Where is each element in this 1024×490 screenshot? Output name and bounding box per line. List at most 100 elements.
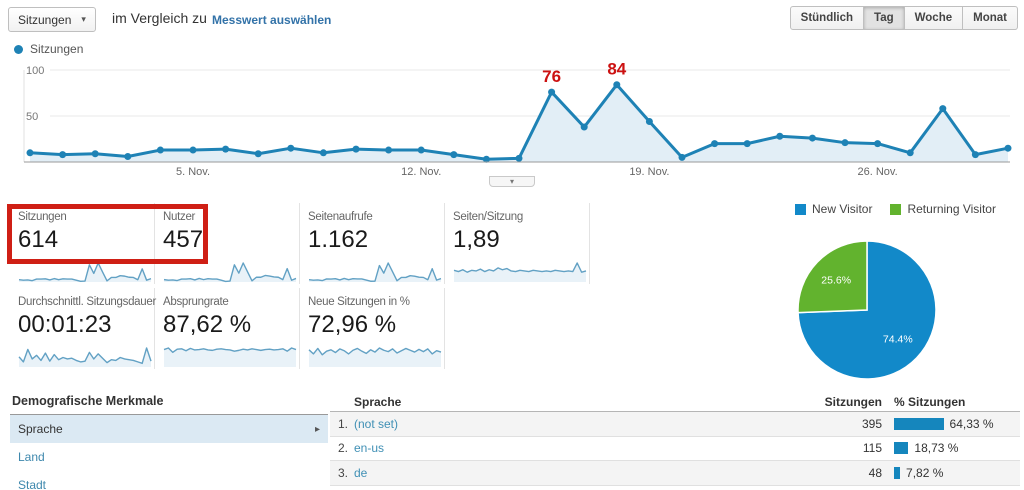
column-header-pct-sitzungen[interactable]: % Sitzungen xyxy=(894,394,966,409)
row-rank: 3. xyxy=(337,465,348,480)
percent-value: 18,73 % xyxy=(914,441,959,456)
svg-text:25.6%: 25.6% xyxy=(821,274,851,286)
svg-text:84: 84 xyxy=(607,60,626,79)
sparkline-chart xyxy=(453,262,587,282)
language-table: Sprache Sitzungen % Sitzungen 1. (not set… xyxy=(330,392,1020,486)
sidebar-items: Sprache ▸ Land Stadt xyxy=(10,415,328,490)
scorecard-sitzungen: Sitzungen 614 xyxy=(10,203,155,284)
legend-swatch-icon xyxy=(890,203,902,215)
row-rank: 1. xyxy=(337,416,348,431)
dimension-sidebar: Demografische Merkmale Sprache ▸ Land Stadt xyxy=(10,390,328,490)
legend-label: Returning Visitor xyxy=(907,202,996,216)
sessions-value: 115 xyxy=(862,441,882,456)
scorecard-neue-sitzungen-in-: Neue Sitzungen in % 72,96 % xyxy=(300,288,445,369)
scorecard-value: 72,96 % xyxy=(308,311,397,338)
sparkline-chart xyxy=(163,262,297,283)
scorecard-value: 87,62 % xyxy=(163,311,252,338)
chevron-down-icon: ▾ xyxy=(509,177,514,186)
compare-label: im Vergleich zu xyxy=(112,10,207,26)
legend-swatch-icon xyxy=(795,203,806,215)
svg-text:76: 76 xyxy=(542,67,561,86)
scorecard-value: 457 xyxy=(163,226,204,253)
time-button-monat[interactable]: Monat xyxy=(962,6,1018,30)
chart-legend-label: Sitzungen xyxy=(30,42,84,56)
sparkline-chart xyxy=(308,262,442,282)
row-rank: 2. xyxy=(337,441,348,456)
scorecard-label: Sitzungen xyxy=(18,211,67,223)
chevron-right-icon: ▸ xyxy=(314,423,320,435)
sparkline-chart xyxy=(163,347,297,367)
percent-cell: 64,33 % xyxy=(894,417,1020,431)
time-granularity-control: Stündlich Tag Woche Monat xyxy=(789,6,1018,30)
scorecard-row-1: Sitzungen 614 Nutzer 457 Seitenaufrufe 1.162 S… xyxy=(10,203,590,284)
chart-legend: Sitzungen xyxy=(14,42,83,56)
sessions-timeline-chart: 50 100 5. Nov. 12. Nov. 19. Nov. 26. Nov. 76 84 xyxy=(23,60,1012,178)
svg-text:19. Nov.: 19. Nov. xyxy=(629,166,669,178)
scorecard-nutzer: Nutzer 457 xyxy=(155,203,300,284)
scorecard-row-2: Durchschnittl. Sitzungsdauer 00:01:23 Absp… xyxy=(10,288,445,369)
column-header-sitzungen[interactable]: Sitzungen xyxy=(824,394,882,409)
scorecard-value: 00:01:23 xyxy=(18,311,112,338)
scorecard-label: Seitenaufrufe xyxy=(308,211,373,223)
time-button-woche[interactable]: Woche xyxy=(903,6,964,30)
sparkline-chart xyxy=(308,347,442,367)
select-metric-link[interactable]: Messwert auswählen xyxy=(212,13,332,27)
svg-text:50: 50 xyxy=(26,111,38,123)
table-row: 1. (not set) 395 64,33 % xyxy=(330,412,1020,437)
svg-text:74.4%: 74.4% xyxy=(883,334,913,346)
sidebar-item-sprache[interactable]: Sprache ▸ xyxy=(10,415,328,443)
language-link[interactable]: en-us xyxy=(354,441,385,456)
percent-bar xyxy=(894,442,909,455)
chart-collapse-handle[interactable]: ▾ xyxy=(489,176,535,187)
scorecard-seiten-sitzung: Seiten/Sitzung 1,89 xyxy=(445,203,590,284)
percent-value: 7,82 % xyxy=(906,465,944,480)
scorecard-label: Absprungrate xyxy=(163,296,229,308)
sidebar-item-land[interactable]: Land xyxy=(10,443,328,471)
scorecard-absprungrate: Absprungrate 87,62 % xyxy=(155,288,300,369)
scorecard-seitenaufrufe: Seitenaufrufe 1.162 xyxy=(300,203,445,284)
pie-legend-item-returning-visitor: Returning Visitor xyxy=(890,202,996,216)
percent-cell: 7,82 % xyxy=(894,466,1020,480)
percent-bar xyxy=(894,417,944,430)
visitor-type-pie-chart: 74.4% 25.6% xyxy=(797,240,937,380)
svg-text:12. Nov.: 12. Nov. xyxy=(401,166,441,178)
scorecard-value: 1.162 xyxy=(308,226,369,253)
time-button-tag[interactable]: Tag xyxy=(863,6,905,30)
table-row: 2. en-us 115 18,73 % xyxy=(330,437,1020,461)
sessions-value: 395 xyxy=(861,416,882,431)
percent-bar xyxy=(894,466,901,479)
sparkline-chart xyxy=(18,347,152,367)
svg-text:26. Nov.: 26. Nov. xyxy=(858,166,898,178)
svg-text:5. Nov.: 5. Nov. xyxy=(176,166,210,178)
language-link[interactable]: (not set) xyxy=(354,416,399,431)
language-link[interactable]: de xyxy=(354,465,368,480)
scorecard-label: Neue Sitzungen in % xyxy=(308,296,410,308)
legend-label: New Visitor xyxy=(812,202,873,216)
scorecard-label: Seiten/Sitzung xyxy=(453,211,523,223)
sidebar-item-stadt[interactable]: Stadt xyxy=(10,471,328,490)
pie-legend: New Visitor Returning Visitor xyxy=(795,202,996,216)
table-row: 3. de 48 7,82 % xyxy=(330,461,1020,486)
time-button-stündlich[interactable]: Stündlich xyxy=(789,6,865,30)
column-header-sprache[interactable]: Sprache xyxy=(354,394,402,409)
scorecard-durchschnittl-sitzungsdauer: Durchschnittl. Sitzungsdauer 00:01:23 xyxy=(10,288,156,369)
scorecard-value: 614 xyxy=(18,226,59,253)
sidebar-item-label: Sprache xyxy=(18,422,63,436)
table-header-row: Sprache Sitzungen % Sitzungen xyxy=(330,392,1020,412)
sidebar-item-label: Stadt xyxy=(18,478,47,490)
metric-selector-dropdown[interactable]: Sitzungen ▾ xyxy=(8,7,96,32)
sessions-value: 48 xyxy=(868,465,882,480)
pie-legend-item-new-visitor: New Visitor xyxy=(795,202,872,216)
sidebar-title: Demografische Merkmale xyxy=(10,390,328,415)
scorecard-value: 1,89 xyxy=(453,226,500,253)
sidebar-item-label: Land xyxy=(18,450,45,464)
caret-down-icon: ▾ xyxy=(81,14,86,24)
svg-text:100: 100 xyxy=(26,65,44,77)
metric-selector-label: Sitzungen xyxy=(18,12,72,27)
legend-dot-icon xyxy=(14,44,23,54)
percent-cell: 18,73 % xyxy=(894,441,1020,455)
scorecard-label: Nutzer xyxy=(163,211,196,223)
sparkline-chart xyxy=(18,262,152,283)
percent-value: 64,33 % xyxy=(949,416,994,431)
